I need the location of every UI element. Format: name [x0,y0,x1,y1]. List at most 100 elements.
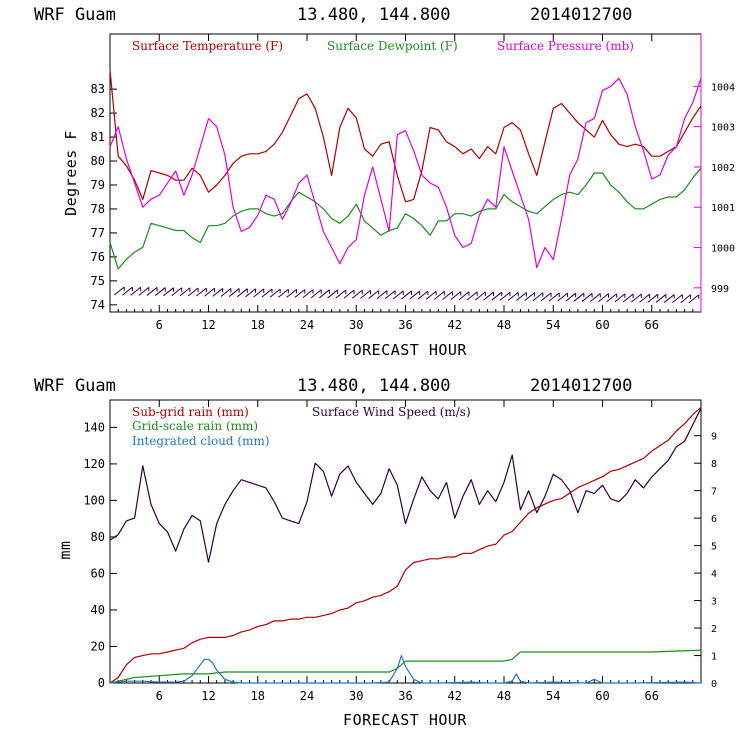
y-tick-label: 60 [91,566,105,580]
wind-barb [450,291,462,301]
wind-barb [655,294,667,303]
y2-tick-label: 8 [711,459,717,470]
legend-surface-dewpoint: Surface Dewpoint (F) [327,39,458,53]
wind-barb [598,293,609,303]
y2-tick-label: 1 [711,652,717,663]
x-tick-label: 54 [546,689,560,703]
wind-barb [384,290,396,300]
y2-tick-label: 1002 [711,163,735,174]
wind-barb [401,290,412,300]
wind-barb [573,292,585,302]
wind-barb [286,288,298,298]
top-series-group [109,69,702,270]
series-surface-wind-speed [109,407,702,563]
series-subgrid-rain [109,406,702,684]
top-header-coords: 13.480, 144.800 [297,5,451,25]
y2-tick-label: 3 [711,597,717,608]
y-tick-label: 100 [83,493,105,507]
wind-barb [195,287,207,297]
wind-barb [351,289,363,299]
y2-tick-label: 5 [711,542,717,553]
y-tick-label: 75 [91,274,105,288]
x-tick-label: 24 [300,689,314,703]
wind-barb [663,294,675,303]
top-y2-ticks: 999 1000 1001 1002 1003 1004 [694,82,735,295]
x-tick-label: 30 [349,318,363,332]
y2-tick-label: 6 [711,514,717,525]
wind-barb [417,290,429,300]
y-tick-label: 79 [91,178,105,192]
legend-subgrid-rain: Sub-grid rain (mm) [132,405,249,419]
x-tick-label: 48 [497,689,511,703]
wind-barb [310,289,322,299]
wind-barb [532,292,544,302]
x-tick-label: 54 [546,318,560,332]
y-tick-label: 0 [98,676,105,690]
wind-barb [491,291,503,301]
bottom-header-run: 2014012700 [530,376,632,396]
bottom-y-axis-label: mm [56,540,74,559]
wind-barb [146,287,158,296]
wind-barb [639,293,651,303]
wind-barb [680,294,692,304]
x-tick-label: 18 [251,689,265,703]
y-tick-label: 120 [83,457,105,471]
x-tick-label: 42 [448,689,462,703]
y2-tick-label: 1004 [711,82,735,93]
y2-tick-label: 2 [711,624,717,635]
wind-barb [409,290,421,300]
legend-surface-wind-speed: Surface Wind Speed (m/s) [312,405,471,419]
x-tick-label: 60 [595,318,609,332]
wind-barb [548,292,560,302]
x-tick-label: 42 [448,318,462,332]
wind-barb [212,287,224,297]
series-surface-pressure [109,77,702,269]
y-tick-label: 76 [91,250,105,264]
wind-barb [483,291,495,301]
y2-tick-label: 1003 [711,123,735,134]
series-integrated-cloud [109,654,702,684]
wind-barb [335,289,347,299]
wind-barb [179,287,191,297]
bottom-y-ticks: 0 20 40 60 80 100 120 140 [83,420,117,690]
wind-barb [606,293,618,303]
wind-barb [425,290,437,300]
wind-barb [269,288,281,298]
y-tick-label: 81 [91,130,105,144]
y-tick-label: 74 [91,298,105,312]
legend-surface-temperature: Surface Temperature (F) [132,39,283,53]
y2-tick-label: 999 [711,284,729,295]
y-tick-label: 80 [91,154,105,168]
top-y-ticks: 74 75 76 77 78 79 80 81 82 83 [91,82,117,312]
wind-barb [278,288,289,298]
legend-integrated-cloud: Integrated cloud (mm) [132,434,270,448]
y2-tick-label: 0 [711,679,717,690]
legend-gridscale-rain: Grid-scale rain (mm) [132,419,258,433]
wind-barb [187,287,199,297]
series-gridscale-rain [109,649,702,684]
wind-barb [466,291,478,301]
wind-barb [672,294,683,304]
top-x-ticks: 6 12 18 24 30 36 42 48 54 60 66 [117,34,694,332]
wind-barb [122,286,133,296]
y2-tick-label: 7 [711,487,717,498]
wind-barb [245,288,257,298]
x-tick-label: 6 [156,689,163,703]
x-tick-label: 66 [645,318,659,332]
wind-barb [368,290,380,299]
wind-barb [343,289,355,299]
bottom-y2-ticks: 0 1 2 3 4 5 6 7 8 9 [694,432,717,690]
wind-barb [475,291,486,301]
x-tick-label: 12 [201,318,215,332]
y2-tick-label: 4 [711,569,717,580]
wind-barb [516,292,527,301]
x-tick-label: 18 [251,318,265,332]
legend-surface-pressure: Surface Pressure (mb) [497,39,634,53]
wind-barb [507,292,519,301]
top-header-run: 2014012700 [530,5,632,25]
wind-barb [204,287,215,297]
top-plot-frame [109,33,702,313]
wind-barbs [113,286,700,304]
y-tick-label: 140 [83,420,105,434]
